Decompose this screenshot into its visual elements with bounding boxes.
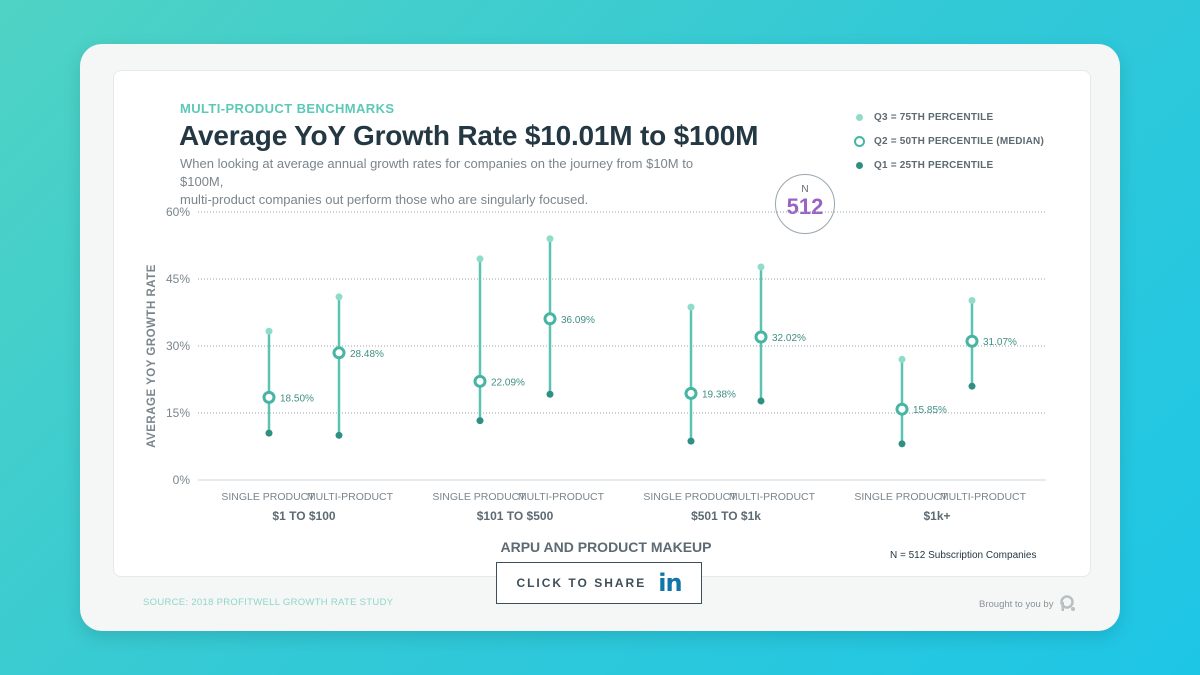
median-data-label: 28.48%: [350, 349, 384, 360]
group-label: $101 TO $500: [477, 509, 554, 523]
profitwell-logo-icon: [1060, 595, 1076, 611]
subtitle-line-1: When looking at average annual growth ra…: [180, 156, 694, 189]
q3-point: [476, 255, 484, 263]
category-label: SINGLE PRODUCT: [221, 491, 315, 503]
median-point: [332, 346, 346, 360]
category-label: MULTI-PRODUCT: [307, 491, 394, 503]
median-data-label: 22.09%: [491, 377, 525, 388]
median-point: [895, 402, 909, 416]
legend-label-q1: Q1 = 25TH PERCENTILE: [874, 159, 994, 171]
legend-label-q2: Q2 = 50TH PERCENTILE (MEDIAN): [874, 135, 1044, 147]
median-data-label: 15.85%: [913, 405, 947, 416]
median-data-label: 31.07%: [983, 337, 1017, 348]
y-axis-label: AVERAGE YOY GROWTH RATE: [146, 264, 158, 448]
chart-card: [113, 70, 1091, 577]
share-button-label: CLICK TO SHARE: [516, 576, 647, 590]
brought-by-label: Brought to you by: [979, 598, 1054, 610]
y-tick-label: 30%: [166, 339, 190, 353]
category-label: SINGLE PRODUCT: [643, 491, 737, 503]
q1-point: [265, 429, 273, 437]
q1-dot-icon: [855, 161, 863, 169]
median-data-label: 19.38%: [702, 389, 736, 400]
x-axis-label: ARPU AND PRODUCT MAKEUP: [500, 539, 711, 555]
legend-label-q3: Q3 = 75TH PERCENTILE: [874, 111, 994, 123]
q3-point: [265, 327, 273, 335]
q3-point: [335, 293, 343, 301]
subtitle-line-2: multi-product companies out perform thos…: [180, 192, 589, 207]
q1-point: [898, 440, 906, 448]
q1-point: [687, 437, 695, 445]
category-label: SINGLE PRODUCT: [854, 491, 948, 503]
category-label: MULTI-PRODUCT: [940, 491, 1027, 503]
legend-item-q2: Q2 = 50TH PERCENTILE (MEDIAN): [850, 129, 1044, 153]
legend-item-q1: Q1 = 25TH PERCENTILE: [850, 153, 1044, 177]
median-point: [473, 374, 487, 388]
chart-title: Average YoY Growth Rate $10.01M to $100M: [179, 120, 759, 151]
sample-size-label: N: [801, 184, 809, 195]
chart-legend: Q3 = 75TH PERCENTILE Q2 = 50TH PERCENTIL…: [850, 105, 1044, 177]
q3-point: [687, 303, 695, 311]
median-point: [262, 390, 276, 404]
group-label: $501 TO $1k: [691, 509, 761, 523]
category-label: MULTI-PRODUCT: [518, 491, 605, 503]
sample-size-note: N = 512 Subscription Companies: [890, 550, 1037, 561]
q1-point: [335, 431, 343, 439]
q1-point: [968, 382, 976, 390]
y-tick-label: 45%: [166, 272, 190, 286]
median-point: [543, 312, 557, 326]
median-point: [754, 330, 768, 344]
y-tick-label: 15%: [166, 406, 190, 420]
median-data-label: 32.02%: [772, 333, 806, 344]
q3-point: [546, 235, 554, 243]
sample-size-value: 512: [786, 194, 824, 219]
y-tick-label: 60%: [166, 205, 190, 219]
legend-item-q3: Q3 = 75TH PERCENTILE: [850, 105, 1044, 129]
q3-point: [968, 296, 976, 304]
median-point: [965, 334, 979, 348]
category-label: SINGLE PRODUCT: [432, 491, 526, 503]
source-note: SOURCE: 2018 PROFITWELL GROWTH RATE STUD…: [143, 597, 394, 608]
sample-size-badge: N 512: [775, 174, 835, 234]
q2-ring-icon: [853, 135, 865, 147]
q1-point: [757, 397, 765, 405]
brought-by: Brought to you by: [979, 595, 1077, 613]
q1-point: [476, 417, 484, 425]
q3-point: [757, 263, 765, 271]
q3-point: [898, 355, 906, 363]
share-button[interactable]: CLICK TO SHARE in: [496, 562, 702, 604]
q1-point: [546, 390, 554, 398]
q3-dot-icon: [855, 113, 863, 121]
median-point: [684, 386, 698, 400]
chart-subtitle: When looking at average annual growth ra…: [180, 155, 740, 209]
linkedin-icon: in: [658, 569, 682, 597]
category-label: MULTI-PRODUCT: [729, 491, 816, 503]
eyebrow-label: MULTI-PRODUCT BENCHMARKS: [180, 101, 395, 116]
median-data-label: 36.09%: [561, 315, 595, 326]
group-label: $1 TO $100: [272, 509, 335, 523]
group-label: $1k+: [923, 509, 950, 523]
y-tick-label: 0%: [173, 473, 191, 487]
median-data-label: 18.50%: [280, 393, 314, 404]
